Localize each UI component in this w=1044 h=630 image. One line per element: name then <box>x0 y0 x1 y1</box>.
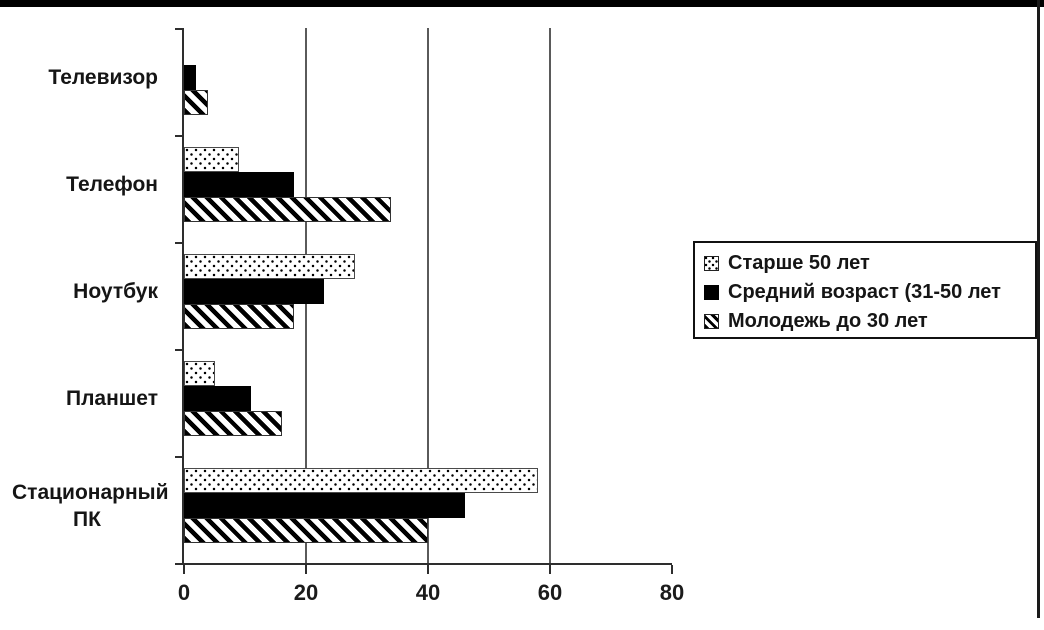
y-axis-tick <box>175 456 184 458</box>
x-tick-label-80: 80 <box>659 580 685 605</box>
black-pattern-swatch-icon <box>704 285 719 300</box>
legend-item-youth: Молодежь до 30 лет <box>704 307 1035 336</box>
bar-solid-black-5 <box>184 493 465 518</box>
x-tick-label-0: 0 <box>177 580 191 605</box>
y-axis-tick <box>175 28 184 30</box>
gridline-60 <box>549 28 551 563</box>
category-label-3: Ноутбук <box>73 279 158 303</box>
legend-label: Молодежь до 30 лет <box>728 310 928 332</box>
x-axis-tick <box>305 565 307 574</box>
bar-diagonal-hatch-4 <box>184 411 282 436</box>
image-right-border <box>1037 0 1040 618</box>
bar-dotted-4 <box>184 361 215 386</box>
category-label-5: Стационарный ПК <box>12 480 169 531</box>
x-axis-tick <box>549 565 551 574</box>
x-tick-label-60: 60 <box>537 580 563 605</box>
x-tick-label-40: 40 <box>415 580 441 605</box>
y-axis-line <box>182 28 184 563</box>
x-tick-label-20: 20 <box>293 580 319 605</box>
legend-item-middle-age: Средний возраст (31-50 лет <box>704 278 1035 307</box>
bar-solid-black-4 <box>184 386 252 411</box>
chart-legend: Старше 50 лет Средний возраст (31-50 лет… <box>693 241 1037 339</box>
bar-diagonal-hatch-5 <box>184 518 428 543</box>
bar-dotted-3 <box>184 254 355 279</box>
bar-solid-black-2 <box>184 172 294 197</box>
bar-diagonal-hatch-1 <box>184 90 209 115</box>
x-axis-tick <box>427 565 429 574</box>
bar-solid-black-1 <box>184 65 197 90</box>
gridline-40 <box>427 28 429 563</box>
bar-solid-black-3 <box>184 279 325 304</box>
dotted-pattern-swatch-icon <box>704 256 719 271</box>
y-axis-tick <box>175 135 184 137</box>
legend-label: Средний возраст (31-50 лет <box>728 281 1001 303</box>
x-axis-tick <box>671 565 673 574</box>
image-top-border <box>0 0 1044 7</box>
x-axis-line <box>175 563 672 565</box>
legend-label: Старше 50 лет <box>728 252 870 274</box>
bar-dotted-5 <box>184 468 538 493</box>
bar-diagonal-hatch-3 <box>184 304 294 329</box>
x-axis-tick <box>183 565 185 574</box>
y-axis-tick <box>175 349 184 351</box>
y-axis-tick <box>175 242 184 244</box>
hatch-pattern-swatch-icon <box>704 314 719 329</box>
category-label-1: Телевизор <box>48 65 158 89</box>
bar-diagonal-hatch-2 <box>184 197 392 222</box>
category-label-4: Планшет <box>66 386 158 410</box>
legend-item-over-50: Старше 50 лет <box>704 249 1035 278</box>
bar-dotted-2 <box>184 147 239 172</box>
category-label-2: Телефон <box>66 172 158 196</box>
